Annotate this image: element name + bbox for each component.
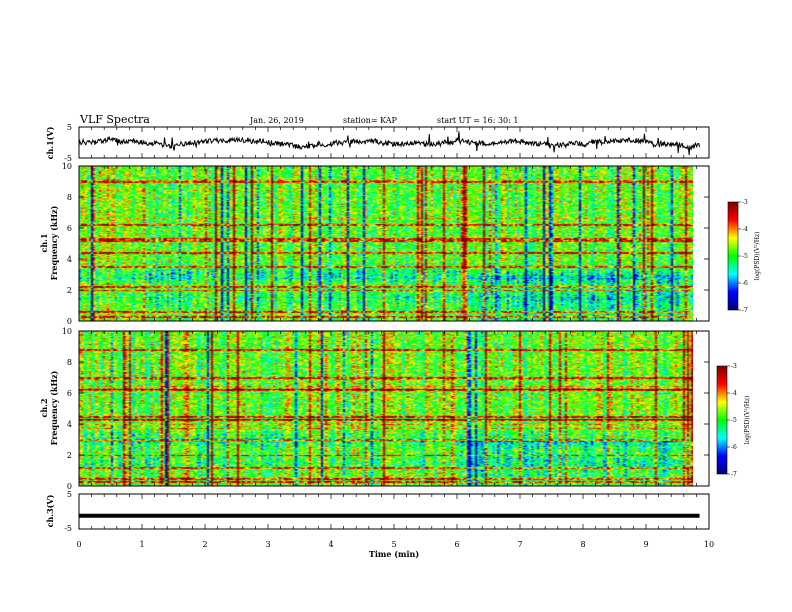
ch1-ytick-top: 5 (67, 123, 72, 132)
time-tick-label: 9 (643, 540, 648, 549)
ch2-spectrogram-channel-label: ch.2 (39, 398, 49, 417)
ch1-voltage-panel: 5 -5 ch.1(V) (45, 123, 710, 163)
ch2-spectrogram-image (79, 331, 693, 486)
title: VLF Spectra (79, 113, 150, 126)
ch1-ytick-bottom: -5 (64, 154, 72, 163)
frequency-tick-label: 4 (67, 255, 72, 264)
ch1-voltage-trace (78, 131, 700, 156)
ch3-voltage-ylabel: ch.3(V) (45, 494, 55, 527)
colorbar-tick-label: -5 (742, 253, 748, 260)
frequency-tick-label: 10 (62, 327, 72, 336)
ch3-ytick-top: 5 (67, 490, 72, 499)
frequency-tick-label: 8 (67, 193, 72, 202)
colorbar-tick-label: -4 (742, 226, 748, 233)
ch2-colorbar-label: log(PSD)(V²/Hz) (744, 396, 751, 445)
ch3-voltage-frame (78, 493, 710, 530)
time-tick-label: 4 (328, 540, 333, 549)
colorbar-tick-label: -5 (731, 417, 737, 424)
time-tick-label: 3 (265, 540, 270, 549)
colorbar-tick-label: -7 (742, 307, 748, 314)
ch1-colorbar-gradient (727, 201, 739, 311)
ch3-voltage-panel: 5 -5 ch.3(V) (45, 490, 710, 533)
colorbar-tick-label: -7 (731, 471, 737, 478)
ch1-spectrogram-channel-label: ch.1 (39, 233, 49, 252)
frequency-tick-label: 8 (67, 358, 72, 367)
ch1-colorbar: -3 -4 -5 -6 -7 log(PSD)(V²/Hz) (727, 199, 761, 314)
frequency-tick-label: 4 (67, 420, 72, 429)
colorbar-tick-label: -3 (731, 363, 737, 370)
time-tick-label: 1 (139, 540, 144, 549)
ch2-spectrogram-panel: 0 2 4 6 8 10 ch.2 Frequency (kHz) (39, 327, 710, 491)
time-tick-label: 2 (202, 540, 207, 549)
ch1-spectrogram-panel: 0 2 4 6 8 10 ch.1 Frequency (kHz) (39, 162, 710, 326)
ch1-spectrogram-image (79, 166, 693, 321)
colorbar-tick-label: -4 (731, 390, 737, 397)
ch2-spectrogram-ylabel: Frequency (kHz) (49, 370, 59, 445)
time-tick-label: 7 (517, 540, 522, 549)
time-ticks: 0 1 2 3 4 5 6 7 8 9 10 (76, 127, 714, 549)
ch1-colorbar-label: log(PSD)(V²/Hz) (754, 232, 761, 281)
station-label: station= KAP (343, 116, 398, 125)
frequency-tick-label: 2 (67, 451, 72, 460)
ch3-ytick-bottom: -5 (64, 524, 72, 533)
time-tick-label: 6 (454, 540, 459, 549)
frequency-tick-label: 2 (67, 286, 72, 295)
frequency-tick-label: 10 (62, 162, 72, 171)
frequency-tick-label: 6 (67, 224, 72, 233)
start-time-label: start UT = 16: 30: 1 (437, 116, 518, 125)
date-label: Jan. 26, 2019 (249, 116, 304, 125)
ch1-spectrogram-ylabel: Frequency (kHz) (49, 205, 59, 280)
time-tick-label: 0 (76, 540, 81, 549)
colorbar-tick-label: -6 (742, 280, 748, 287)
ch1-voltage-ylabel: ch.1(V) (45, 126, 55, 159)
time-tick-label: 10 (704, 540, 714, 549)
frequency-tick-label: 0 (67, 482, 72, 491)
frequency-tick-label: 6 (67, 389, 72, 398)
colorbar-tick-label: -6 (731, 444, 737, 451)
frequency-tick-label: 0 (67, 317, 72, 326)
time-tick-label: 8 (580, 540, 585, 549)
colorbar-tick-label: -3 (742, 199, 748, 206)
ch2-colorbar-gradient (716, 365, 728, 475)
time-axis-label: Time (min) (369, 549, 419, 559)
time-tick-label: 5 (391, 540, 396, 549)
ch2-colorbar: -3 -4 -5 -6 -7 log(PSD)(V²/Hz) (716, 363, 751, 478)
